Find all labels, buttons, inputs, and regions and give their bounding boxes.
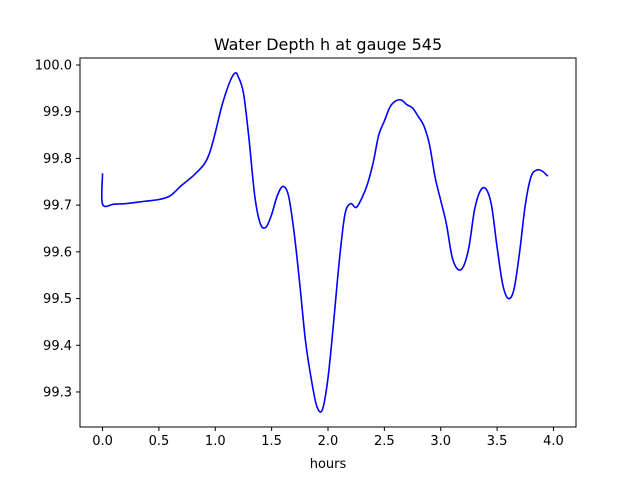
y-tick-label: 99.5 xyxy=(43,292,72,307)
y-tick-label: 100.0 xyxy=(35,59,72,74)
y-tick-label: 99.9 xyxy=(43,105,72,120)
x-tick-label: 2.0 xyxy=(318,434,339,449)
y-axis: 99.3 99.4 99.5 99.6 99.7 99.8 99.9 100.0 xyxy=(35,59,80,400)
series-layer xyxy=(100,72,549,413)
x-axis-label: hours xyxy=(310,457,347,472)
x-tick-label: 2.5 xyxy=(374,434,395,449)
y-tick-label: 99.8 xyxy=(43,152,72,167)
y-tick-label: 99.6 xyxy=(43,245,72,260)
y-tick-label: 99.4 xyxy=(43,339,72,354)
x-tick-label: 0.0 xyxy=(92,434,113,449)
x-tick-label: 1.0 xyxy=(205,434,226,449)
x-tick-label: 1.5 xyxy=(261,434,282,449)
chart-title: Water Depth h at gauge 545 xyxy=(214,35,442,54)
x-axis: 0.0 0.5 1.0 1.5 2.0 2.5 3.0 3.5 4.0 xyxy=(92,427,564,449)
y-tick-label: 99.7 xyxy=(43,199,72,214)
water-depth-series-line xyxy=(100,72,549,413)
x-tick-label: 4.0 xyxy=(543,434,564,449)
y-tick-label: 99.3 xyxy=(43,385,72,400)
x-tick-label: 0.5 xyxy=(149,434,170,449)
x-tick-label: 3.0 xyxy=(430,434,451,449)
x-tick-label: 3.5 xyxy=(487,434,508,449)
